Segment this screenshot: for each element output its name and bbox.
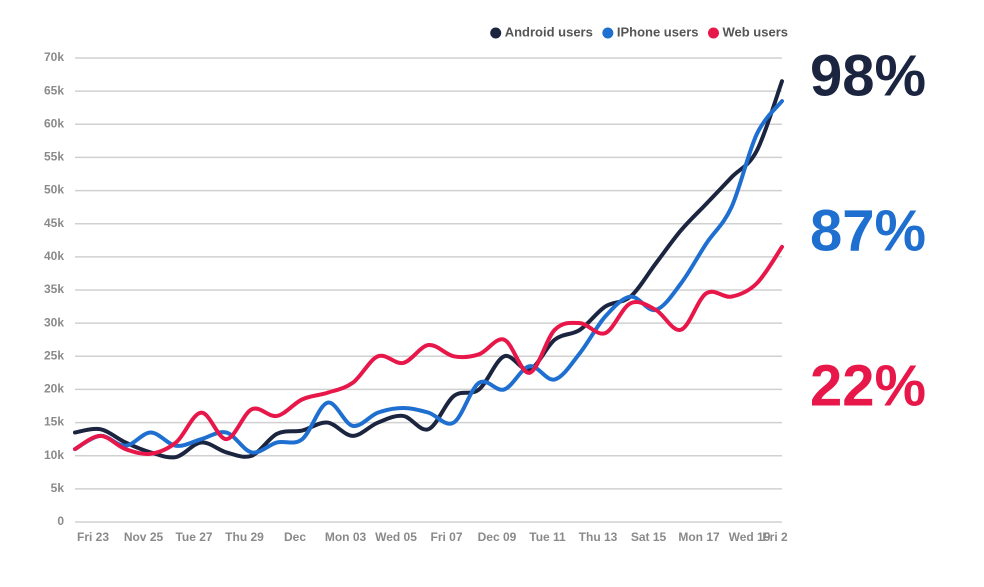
- x-tick-label: Fri 07: [430, 530, 462, 544]
- y-tick-label: 10k: [44, 448, 64, 462]
- y-tick-label: 60k: [44, 116, 64, 130]
- legend-label: Android users: [505, 24, 593, 39]
- legend-label: Web users: [722, 24, 788, 39]
- x-tick-label: Dec: [284, 530, 306, 544]
- legend-marker: [602, 27, 614, 39]
- y-tick-label: 25k: [44, 348, 64, 362]
- x-tick-label: Wed 19: [729, 530, 771, 544]
- x-tick-label: Mon 03: [325, 530, 367, 544]
- x-tick-label: Thu 13: [579, 530, 618, 544]
- y-tick-label: 45k: [44, 216, 64, 230]
- annotation: 98%: [810, 43, 926, 108]
- x-tick-label: Tue 27: [175, 530, 212, 544]
- y-tick-label: 20k: [44, 382, 64, 396]
- annotation: 87%: [810, 198, 926, 263]
- x-tick-label: Sat 15: [631, 530, 667, 544]
- annotation: 22%: [810, 353, 926, 418]
- y-tick-label: 65k: [44, 83, 64, 97]
- y-tick-label: 35k: [44, 282, 64, 296]
- y-tick-label: 5k: [51, 481, 65, 495]
- legend-label: IPhone users: [617, 24, 699, 39]
- y-tick-label: 30k: [44, 315, 64, 329]
- x-tick-label: Tue 11: [529, 530, 566, 544]
- series-line: [73, 99, 784, 455]
- x-tick-label: Dec 09: [478, 530, 517, 544]
- series-line: [73, 244, 784, 456]
- x-tick-label: Fri 2: [762, 530, 788, 544]
- x-tick-label: Fri 23: [77, 530, 109, 544]
- y-tick-label: 40k: [44, 249, 64, 263]
- y-tick-label: 50k: [44, 183, 64, 197]
- y-tick-label: 15k: [44, 415, 64, 429]
- x-tick-label: Wed 05: [375, 530, 417, 544]
- legend-marker: [707, 27, 719, 39]
- x-tick-label: Mon 17: [678, 530, 720, 544]
- x-tick-label: Nov 25: [124, 530, 164, 544]
- y-tick-label: 55k: [44, 150, 64, 164]
- legend-marker: [490, 27, 502, 39]
- series-line: [73, 79, 784, 460]
- y-tick-label: 70k: [44, 50, 64, 64]
- y-tick-label: 0: [57, 514, 64, 528]
- x-tick-label: Thu 29: [225, 530, 264, 544]
